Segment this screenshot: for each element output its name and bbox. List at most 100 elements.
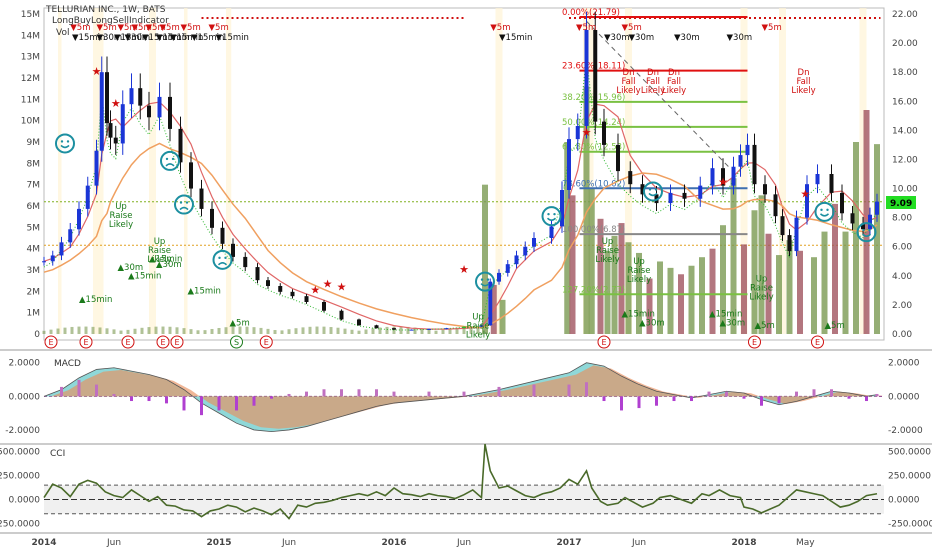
volume-bar xyxy=(343,328,347,334)
candle-body xyxy=(220,227,225,244)
volume-bar xyxy=(420,328,424,334)
macd-histogram-bar xyxy=(305,391,308,397)
signal-green-bottom: ▲15min xyxy=(149,254,182,264)
volume-tick-label: 0 xyxy=(34,330,40,340)
signal-label: Up Raise Likely xyxy=(749,275,773,303)
price-panel-border xyxy=(43,7,885,341)
volume-bar xyxy=(91,326,95,334)
annotation-mouth xyxy=(546,217,557,221)
candle-body xyxy=(850,213,855,224)
annotation-eye xyxy=(218,256,221,260)
red-star-marker: ★ xyxy=(459,263,469,276)
volume-tick-label: 7M xyxy=(27,181,41,191)
signal-5m-red: ▼5m xyxy=(97,23,117,33)
price-tick-label: 4.00 xyxy=(892,272,912,282)
price-tick-label: 16.00 xyxy=(892,97,918,107)
macd-histogram-bar xyxy=(672,396,676,402)
macd-title: MACD xyxy=(54,359,81,369)
candle-body xyxy=(602,121,606,145)
annotation-face xyxy=(541,206,562,227)
annotation-mouth xyxy=(480,283,490,287)
annotation-face xyxy=(55,133,75,154)
signal-time-black: ▼15min xyxy=(114,33,147,43)
macd-histogram-bar xyxy=(812,389,816,397)
signal-label: Up Raise Likely xyxy=(627,257,651,285)
volume-bar xyxy=(399,326,403,334)
volume-bar xyxy=(392,326,396,334)
volume-bar xyxy=(797,250,803,334)
signal-circle-letter: E xyxy=(815,338,820,347)
annotation-mouth xyxy=(861,233,872,237)
candle-body xyxy=(745,144,750,156)
candle-body xyxy=(752,144,757,185)
volume-bar xyxy=(751,210,758,334)
signal-label-word: Likely xyxy=(627,275,651,285)
cci-tick-left: 250.0000 xyxy=(0,472,40,482)
cci-line xyxy=(43,443,878,520)
signal-label-word: Raise xyxy=(596,246,619,256)
price-candles xyxy=(42,11,879,331)
candle-body xyxy=(698,185,703,199)
candle-body xyxy=(120,104,125,144)
volume-bar xyxy=(434,330,438,334)
annotation-face xyxy=(643,181,663,202)
red-star-marker: ★ xyxy=(323,277,333,290)
macd-histogram-bar xyxy=(200,396,203,416)
signal-time-black: ▼15min xyxy=(191,33,224,43)
macd-tick-right: 2.0000 xyxy=(888,359,920,369)
candle-body xyxy=(210,208,214,228)
candle-body xyxy=(59,242,64,256)
annotation-eye xyxy=(224,256,227,260)
volume-bar xyxy=(161,326,165,334)
last-price-label: 9.09 xyxy=(890,199,912,209)
volume-tick-label: 4M xyxy=(27,245,41,255)
volume-bar xyxy=(646,278,653,334)
signal-time-black: ▼15min xyxy=(156,33,189,43)
volume-bar xyxy=(667,267,674,334)
fib-label: 50.00%(14.24) xyxy=(562,118,625,128)
volume-bar xyxy=(182,328,186,334)
volume-tick-label: 1M xyxy=(27,309,41,319)
signal-green-bottom: ▲15min xyxy=(188,286,221,296)
macd-histogram-bar xyxy=(112,393,116,397)
candle-body xyxy=(199,188,204,209)
volume-bar xyxy=(832,203,838,334)
macd-histogram-bar xyxy=(270,396,273,399)
volume-tick-label: 14M xyxy=(21,31,40,41)
annotation-eye xyxy=(826,208,829,212)
signal-label-word: Up xyxy=(756,275,768,285)
signal-circle-letter: E xyxy=(125,338,130,347)
x-tick-label: 2015 xyxy=(206,538,231,548)
candle-body xyxy=(575,126,580,140)
signal-shade xyxy=(859,8,867,334)
macd-histogram-bar xyxy=(602,396,606,402)
signal-circle xyxy=(748,335,761,349)
signal-time-black: ▼15min xyxy=(216,33,249,43)
volume-bar xyxy=(625,242,632,334)
candle-body xyxy=(168,96,172,129)
price-tick-label: 8.00 xyxy=(892,214,912,224)
volume-tick-label: 8M xyxy=(27,159,41,169)
candle-body xyxy=(805,184,809,218)
volume-tick-label: 3M xyxy=(27,266,41,276)
macd-histogram-bar xyxy=(655,396,658,406)
candle-body xyxy=(523,246,528,256)
price-tick-label: 0.00 xyxy=(892,330,912,340)
signal-shade xyxy=(779,8,786,334)
signal-label-word: Likely xyxy=(616,86,640,96)
trend-line xyxy=(586,20,731,169)
signal-time-black: ▼30m xyxy=(97,33,123,43)
volume-bar xyxy=(842,231,849,334)
price-tick-label: 10.00 xyxy=(892,185,918,195)
signal-label-word: Raise xyxy=(628,266,651,276)
signal-label-word: Raise xyxy=(750,284,773,294)
price-tick-label: 22.00 xyxy=(892,10,918,20)
candle-body xyxy=(266,280,270,286)
candle-body xyxy=(392,328,396,330)
signal-time-black: ▼30m xyxy=(604,33,630,43)
macd-histogram-bar xyxy=(322,389,326,397)
annotation-eye xyxy=(486,278,490,281)
signal-circle-letter: E xyxy=(752,338,757,347)
volume-bar xyxy=(364,329,368,334)
